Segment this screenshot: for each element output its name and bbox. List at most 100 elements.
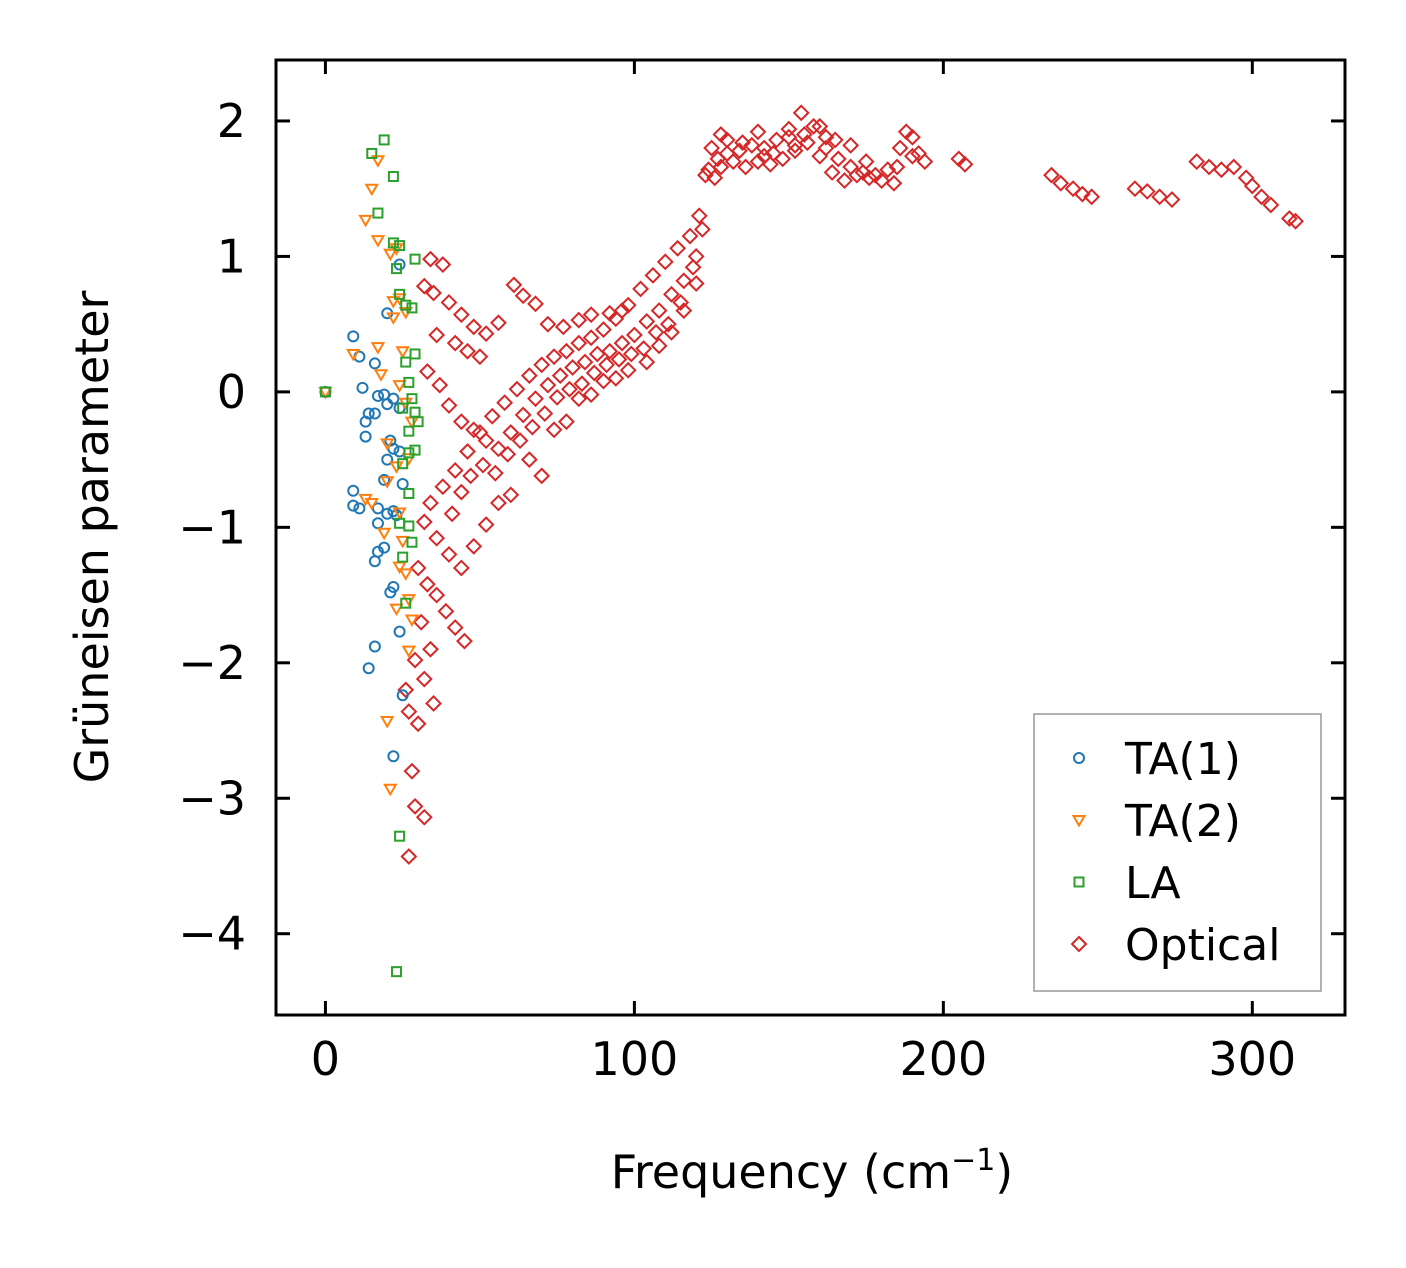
data-point <box>452 306 470 324</box>
data-point <box>675 272 693 290</box>
data-point <box>786 136 804 154</box>
data-point <box>848 166 866 184</box>
data-point <box>1064 180 1082 198</box>
data-point <box>638 313 656 330</box>
data-point <box>400 299 412 311</box>
data-point <box>387 392 400 405</box>
data-point <box>619 296 637 314</box>
data-point <box>398 568 413 581</box>
data-point <box>364 497 380 511</box>
data-point <box>409 406 421 418</box>
data-point <box>1073 185 1091 203</box>
data-point <box>805 117 823 135</box>
data-point <box>891 139 909 157</box>
data-point <box>392 380 407 393</box>
data-point <box>403 762 421 780</box>
data-point <box>378 134 390 146</box>
data-point <box>387 170 399 182</box>
data-point <box>576 353 594 371</box>
data-point <box>829 150 847 168</box>
data-point <box>1043 166 1060 184</box>
data-point <box>379 476 395 489</box>
data-point <box>1237 169 1255 187</box>
data-point <box>582 306 600 324</box>
data-point <box>663 285 680 303</box>
legend-label: TA(1) <box>1124 734 1241 785</box>
data-point <box>490 314 507 332</box>
data-point <box>650 302 668 320</box>
data-point <box>359 415 372 428</box>
data-point <box>508 380 526 398</box>
series-ta-1 <box>319 258 409 763</box>
data-point <box>595 321 612 338</box>
data-point <box>409 444 421 456</box>
data-point <box>684 258 702 276</box>
data-point <box>1253 188 1270 206</box>
data-point <box>857 153 875 171</box>
data-point <box>368 357 381 370</box>
data-point <box>446 462 464 479</box>
data-point <box>956 155 974 173</box>
data-point <box>364 183 380 197</box>
data-point <box>502 424 520 441</box>
data-point <box>860 169 878 187</box>
data-point <box>1262 196 1280 214</box>
data-point <box>622 345 640 363</box>
data-point <box>431 376 449 394</box>
data-point <box>672 294 690 311</box>
data-point <box>607 310 625 328</box>
data-point <box>456 632 473 650</box>
series-optical <box>397 104 1304 865</box>
data-point <box>888 158 906 176</box>
data-point <box>826 131 844 149</box>
data-point <box>873 172 890 189</box>
data-point <box>415 277 433 295</box>
data-point <box>1287 212 1304 230</box>
data-point <box>386 296 401 309</box>
data-point <box>681 227 699 245</box>
data-point <box>440 546 458 563</box>
data-point <box>768 131 785 149</box>
data-point <box>638 353 656 371</box>
data-point <box>347 499 360 512</box>
data-point <box>412 416 424 428</box>
data-point <box>483 407 501 425</box>
y-tick-label: 0 <box>217 365 246 419</box>
legend-marker-square <box>1073 876 1085 888</box>
data-point <box>527 295 544 313</box>
data-point <box>761 155 779 173</box>
data-point <box>452 483 470 501</box>
data-point <box>792 104 810 122</box>
y-tick-label: −4 <box>178 907 246 961</box>
data-point <box>403 487 415 499</box>
data-point <box>573 375 591 393</box>
data-point <box>817 128 835 146</box>
data-point <box>415 513 433 531</box>
plot-frame <box>274 58 1347 1017</box>
data-point <box>392 561 407 575</box>
data-point <box>610 350 628 368</box>
data-point <box>370 342 386 355</box>
data-point <box>381 453 394 466</box>
data-point <box>749 153 767 171</box>
data-point <box>403 425 415 437</box>
x-tick-label: 0 <box>311 1032 340 1086</box>
data-point <box>885 174 903 192</box>
data-point <box>422 494 439 512</box>
data-point <box>755 139 773 157</box>
data-point <box>582 386 600 404</box>
y-tick-label: 1 <box>217 229 246 283</box>
data-point <box>687 275 705 292</box>
data-point <box>703 139 721 157</box>
data-point <box>644 266 662 284</box>
data-point <box>434 478 452 496</box>
legend-label: LA <box>1125 858 1181 909</box>
data-point <box>1213 161 1230 179</box>
data-point <box>647 323 665 341</box>
data-point <box>437 602 455 620</box>
data-point <box>347 330 360 343</box>
data-point <box>514 287 532 305</box>
data-point <box>356 381 369 394</box>
data-point <box>390 263 402 275</box>
